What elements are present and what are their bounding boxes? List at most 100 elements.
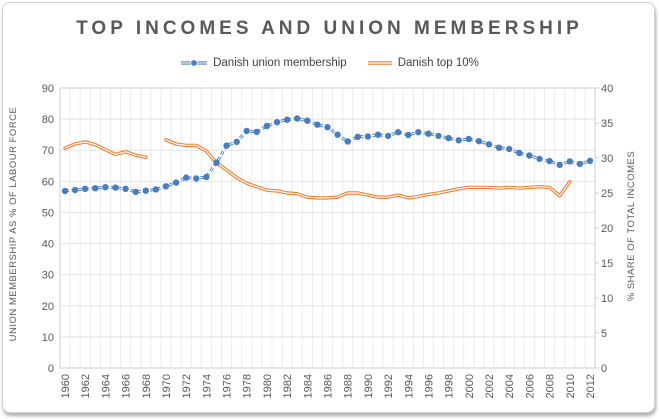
series-union-marker xyxy=(324,124,331,131)
left-axis-tick-label: 0 xyxy=(48,363,54,375)
series-union-marker xyxy=(455,137,462,144)
series-union-marker xyxy=(203,173,210,181)
series-union-marker xyxy=(183,174,190,181)
x-axis-tick-label: 2000 xyxy=(464,374,476,398)
series-union-marker xyxy=(304,117,311,124)
left-axis-tick-label: 90 xyxy=(42,83,54,95)
right-axis-tick-label: 5 xyxy=(601,328,607,340)
series-union-marker xyxy=(435,132,442,140)
series-union-marker xyxy=(213,159,220,166)
series-union-marker xyxy=(495,144,503,151)
x-axis-tick-label: 1966 xyxy=(121,374,133,398)
series-union-marker xyxy=(314,121,321,128)
chart-legend: Danish union membership Danish top 10% xyxy=(0,54,659,72)
right-axis-tick-label: 35 xyxy=(601,118,613,130)
x-axis-tick-label: 1984 xyxy=(302,374,314,398)
series-union-marker xyxy=(243,127,250,135)
x-axis-tick-label: 1960 xyxy=(60,374,72,398)
legend-label-top10: Danish top 10% xyxy=(397,57,479,69)
chart-plot-area: 0 10 20 30 40 50 60 70 80 90 0 5 10 15 20 25 30 35 40 1960 1… xyxy=(8,83,637,398)
legend-item-union-membership: Danish union membership xyxy=(180,57,347,69)
series-union-marker xyxy=(536,155,543,163)
left-axis-tick-label: 70 xyxy=(42,145,54,157)
left-axis-tick-label: 50 xyxy=(42,207,54,219)
series-union-marker xyxy=(395,129,402,136)
series-union-marker xyxy=(233,138,240,145)
series-union-marker xyxy=(112,184,119,191)
series-union-marker xyxy=(556,161,563,168)
left-axis-tick-label: 20 xyxy=(42,301,54,313)
x-axis-tick-label: 1996 xyxy=(423,374,435,398)
dashed-line-marker-icon xyxy=(181,60,208,66)
left-axis-tick-label: 80 xyxy=(42,114,54,126)
series-union-marker xyxy=(92,185,99,192)
series-union-marker xyxy=(132,188,139,196)
series-union-marker xyxy=(294,115,301,122)
x-axis-tick-label: 1968 xyxy=(141,374,153,398)
x-axis-tick-label: 1974 xyxy=(201,374,213,398)
series-top10-line-center xyxy=(64,139,571,199)
x-axis-tick-label: 1990 xyxy=(363,374,375,398)
x-axis-tick-label: 1978 xyxy=(242,374,254,398)
left-axis-tick-label: 30 xyxy=(42,270,54,282)
left-axis-tick-label: 10 xyxy=(42,332,54,344)
series-union-marker xyxy=(465,135,472,143)
series-union-marker xyxy=(82,185,89,192)
x-axis-tick-label: 1972 xyxy=(181,374,193,398)
series-union-marker xyxy=(576,160,584,168)
series-union-marker xyxy=(475,138,483,145)
series-union-marker xyxy=(566,158,573,165)
series-union-marker xyxy=(374,131,382,138)
series-union-marker xyxy=(162,183,170,190)
series-union-marker xyxy=(71,186,79,194)
x-axis-tick-label: 1970 xyxy=(161,374,173,398)
series-union-marker xyxy=(415,129,422,136)
series-union-marker xyxy=(334,131,341,138)
series-union-marker xyxy=(142,187,149,194)
series-union-marker xyxy=(61,187,69,195)
series-union-marker xyxy=(354,133,361,140)
series-union-marker xyxy=(172,179,180,186)
series-union-marker xyxy=(102,184,109,191)
left-axis-tick-label: 60 xyxy=(42,176,54,188)
x-axis-tick-label: 2004 xyxy=(504,374,516,398)
series-union-marker xyxy=(506,145,513,153)
x-axis-tick-label: 1976 xyxy=(222,374,234,398)
right-axis-tick-label: 0 xyxy=(601,363,607,375)
double-line-icon xyxy=(367,61,392,65)
series-union-marker xyxy=(273,119,281,126)
series-union-marker xyxy=(485,141,493,148)
right-axis-tick-label: 40 xyxy=(601,83,613,95)
series-union-marker xyxy=(384,132,392,140)
left-axis-title: UNION MEMBERSHIP AS % OF LABOUR FORCE xyxy=(8,107,19,342)
series-union-marker xyxy=(445,134,452,142)
x-axis-tick-label: 1994 xyxy=(403,374,415,398)
right-axis-tick-label: 30 xyxy=(601,153,613,165)
x-axis-tick-label: 1980 xyxy=(262,374,274,398)
x-axis-tick-label: 1998 xyxy=(444,374,456,398)
series-union-marker xyxy=(516,149,523,157)
legend-label-union-membership: Danish union membership xyxy=(213,57,347,69)
series-union-marker xyxy=(364,133,372,140)
legend-item-top10: Danish top 10% xyxy=(367,57,479,69)
x-axis-tick-label: 1986 xyxy=(323,374,335,398)
x-axis-tick-label: 2006 xyxy=(524,374,536,398)
left-axis-tick-label: 40 xyxy=(42,239,54,251)
x-axis-tick-label: 2008 xyxy=(545,374,557,398)
series-union-marker xyxy=(344,138,351,145)
series-union-marker xyxy=(405,131,412,139)
series-union-marker xyxy=(253,128,260,136)
series-union-marker xyxy=(122,185,129,192)
x-axis-tick-label: 2010 xyxy=(565,374,577,398)
x-axis-tick-label: 1964 xyxy=(100,374,112,398)
series-union-marker xyxy=(152,186,160,193)
chart-title: TOP INCOMES AND UNION MEMBERSHIP xyxy=(76,18,583,39)
series-union-marker xyxy=(223,142,230,149)
series-union-marker xyxy=(526,152,533,159)
x-axis-tick-label: 2012 xyxy=(585,374,597,398)
series-union-marker xyxy=(586,157,594,164)
right-axis-title: % SHARE OF TOTAL INCOMES xyxy=(626,151,637,301)
series-union-marker xyxy=(193,175,200,182)
right-axis-tick-label: 20 xyxy=(601,223,613,235)
x-axis-tick-label: 1988 xyxy=(343,374,355,398)
